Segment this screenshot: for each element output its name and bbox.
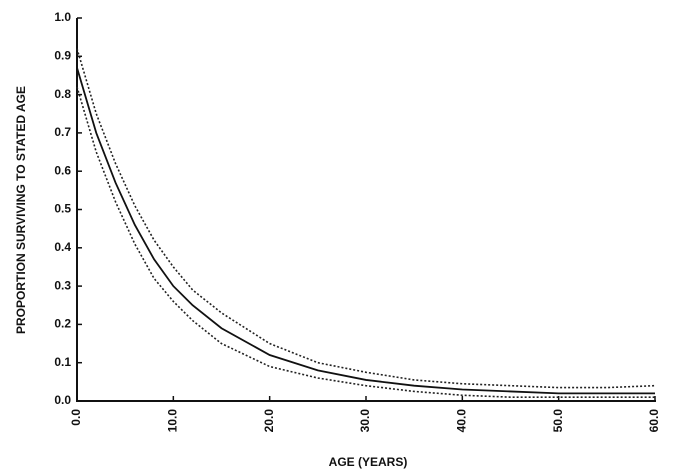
x-tick-label: 40.0 <box>455 409 469 433</box>
y-tick-label: 0.0 <box>54 393 71 407</box>
x-axis-label: AGE (YEARS) <box>329 455 408 469</box>
survival-line <box>76 86 655 398</box>
y-tick-label: 1.0 <box>54 10 71 24</box>
y-tick-label: 0.6 <box>54 163 71 177</box>
y-tick-label: 0.2 <box>54 317 71 331</box>
x-tick-label: 0.0 <box>69 409 83 426</box>
x-tick-label: 60.0 <box>647 409 661 433</box>
y-tick-label: 0.5 <box>54 202 71 216</box>
y-tick-label: 0.3 <box>54 278 71 292</box>
survival-line <box>76 67 655 395</box>
y-axis-label: PROPORTION SURVIVING TO STATED AGE <box>14 86 28 334</box>
y-tick-label: 0.4 <box>54 240 71 254</box>
y-tick-label: 0.1 <box>54 355 71 369</box>
x-tick-label: 10.0 <box>166 409 180 433</box>
y-tick-label: 0.7 <box>54 125 71 139</box>
survival-line <box>76 48 656 389</box>
y-tick-label: 0.9 <box>54 48 71 62</box>
x-tick-label: 30.0 <box>358 409 372 433</box>
x-tick-label: 50.0 <box>551 409 565 433</box>
y-tick-label: 0.8 <box>54 87 71 101</box>
x-tick-label: 20.0 <box>262 409 276 433</box>
